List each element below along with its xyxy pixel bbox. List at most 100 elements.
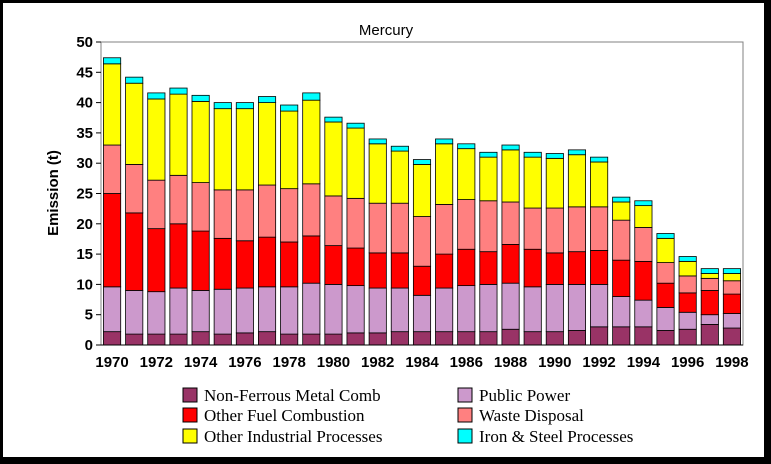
legend-label: Public Power bbox=[479, 386, 570, 405]
bar-segment-iron-steel-processes bbox=[280, 104, 299, 112]
bar-segment-other-fuel-combustion bbox=[235, 240, 254, 289]
bar-segment-waste-disposal bbox=[545, 207, 564, 254]
bar-segment-waste-disposal bbox=[390, 202, 409, 254]
bar-segment-waste-disposal bbox=[656, 262, 675, 284]
y-tick-label: 15 bbox=[76, 246, 93, 263]
bar-segment-non-ferrous-metal-comb bbox=[656, 330, 675, 346]
chart-frame: Mercury Emission (t) 0 5 10 15 20 25 30 35 40 45 5… bbox=[3, 3, 764, 457]
bar-segment-non-ferrous-metal-comb bbox=[590, 326, 609, 346]
legend-swatch bbox=[457, 407, 473, 423]
bar-segment-waste-disposal bbox=[523, 207, 542, 250]
legend-label: Non-Ferrous Metal Comb bbox=[204, 386, 381, 405]
bar-segment-other-fuel-combustion bbox=[324, 245, 343, 285]
x-tick-label: 1996 bbox=[671, 354, 704, 371]
bar-segment-iron-steel-processes bbox=[700, 268, 719, 274]
bar-segment-other-fuel-combustion bbox=[169, 223, 188, 289]
bar-segment-other-fuel-combustion bbox=[457, 248, 476, 287]
x-tick-label: 1990 bbox=[538, 354, 571, 371]
bar-segment-public-power bbox=[280, 286, 299, 335]
bar-segment-other-fuel-combustion bbox=[612, 259, 631, 297]
bar-segment-other-fuel-combustion bbox=[634, 260, 653, 301]
bar-segment-iron-steel-processes bbox=[479, 151, 498, 158]
bar-segment-other-industrial-processes bbox=[435, 143, 454, 205]
bar-segment-public-power bbox=[213, 288, 232, 335]
bar-segment-waste-disposal bbox=[590, 206, 609, 251]
bar-segment-waste-disposal bbox=[435, 204, 454, 255]
bar-segment-waste-disposal bbox=[479, 200, 498, 253]
bar-segment-non-ferrous-metal-comb bbox=[213, 333, 232, 346]
legend-label: Other Industrial Processes bbox=[204, 427, 382, 446]
bar-segment-other-industrial-processes bbox=[302, 99, 321, 185]
bar-segment-iron-steel-processes bbox=[412, 159, 432, 165]
bar-segment-other-industrial-processes bbox=[125, 82, 144, 165]
bar-segment-other-fuel-combustion bbox=[280, 241, 299, 288]
bar-segment-waste-disposal bbox=[103, 144, 122, 194]
bar-segment-other-industrial-processes bbox=[103, 63, 122, 146]
bar-segment-other-fuel-combustion bbox=[678, 292, 697, 313]
bar-segment-other-fuel-combustion bbox=[346, 247, 365, 287]
bar-segment-non-ferrous-metal-comb bbox=[457, 331, 476, 346]
bar-segment-iron-steel-processes bbox=[634, 200, 653, 207]
bar-segment-other-industrial-processes bbox=[191, 100, 210, 183]
bar-segment-public-power bbox=[368, 287, 387, 334]
bar-segment-non-ferrous-metal-comb bbox=[545, 331, 564, 346]
bar-segment-waste-disposal bbox=[412, 216, 432, 267]
bar-segment-other-industrial-processes bbox=[147, 98, 166, 181]
bar-segment-other-industrial-processes bbox=[545, 157, 564, 209]
bar-segment-other-industrial-processes bbox=[590, 161, 609, 208]
bar-segment-waste-disposal bbox=[257, 184, 277, 238]
bar-segment-iron-steel-processes bbox=[302, 92, 321, 101]
legend-label: Iron & Steel Processes bbox=[479, 427, 633, 446]
bar-segment-non-ferrous-metal-comb bbox=[501, 328, 520, 346]
bar-segment-other-fuel-combustion bbox=[147, 228, 166, 293]
bar-segment-other-industrial-processes bbox=[612, 201, 631, 221]
bar-segment-public-power bbox=[523, 286, 542, 333]
plot-area: 0 5 10 15 20 25 30 35 40 45 50 1970 1972 1974 1976 1978… bbox=[76, 34, 748, 371]
bar-segment-public-power bbox=[590, 283, 609, 328]
bar-segment-other-fuel-combustion bbox=[191, 230, 210, 291]
bar-segment-other-industrial-processes bbox=[169, 93, 188, 176]
bar-segment-non-ferrous-metal-comb bbox=[147, 333, 166, 346]
y-tick-label: 25 bbox=[76, 186, 93, 203]
bar-segment-waste-disposal bbox=[147, 179, 166, 230]
bar-segment-non-ferrous-metal-comb bbox=[612, 326, 631, 346]
bar-segment-waste-disposal bbox=[722, 280, 741, 295]
bar-segment-public-power bbox=[125, 290, 144, 335]
bar-segment-other-fuel-combustion bbox=[567, 251, 587, 285]
bar-segment-public-power bbox=[435, 287, 454, 333]
bar-segment-public-power bbox=[457, 285, 476, 333]
bar-segment-non-ferrous-metal-comb bbox=[235, 332, 254, 346]
bar-segment-waste-disposal bbox=[612, 219, 631, 261]
bar-segment-other-industrial-processes bbox=[213, 108, 232, 191]
y-tick-label: 10 bbox=[76, 276, 93, 293]
x-tick-label: 1998 bbox=[715, 354, 748, 371]
x-tick-label: 1984 bbox=[405, 354, 439, 371]
y-tick-label: 35 bbox=[76, 125, 93, 142]
bar-segment-other-industrial-processes bbox=[257, 102, 277, 186]
bar-segment-other-fuel-combustion bbox=[257, 236, 277, 288]
bar-segment-waste-disposal bbox=[324, 195, 343, 247]
bar-segment-non-ferrous-metal-comb bbox=[479, 331, 498, 346]
bar-segment-waste-disposal bbox=[346, 197, 365, 249]
bar-segment-public-power bbox=[302, 282, 321, 335]
bar-segment-other-fuel-combustion bbox=[213, 237, 232, 290]
bar-segment-public-power bbox=[412, 294, 432, 333]
bar-segment-iron-steel-processes bbox=[324, 116, 343, 123]
bar-segment-other-fuel-combustion bbox=[590, 250, 609, 285]
x-tick-label: 1972 bbox=[140, 354, 173, 371]
bar-segment-other-fuel-combustion bbox=[412, 265, 432, 296]
bar-segment-public-power bbox=[567, 283, 587, 331]
y-tick-label: 50 bbox=[76, 34, 93, 51]
bar-segment-other-industrial-processes bbox=[479, 156, 498, 202]
bar-segment-iron-steel-processes bbox=[257, 96, 277, 104]
bar-segment-public-power bbox=[235, 287, 254, 334]
bar-segment-public-power bbox=[257, 286, 277, 333]
bar-segment-public-power bbox=[479, 283, 498, 333]
y-tick-label: 5 bbox=[85, 307, 93, 324]
bar-segment-other-industrial-processes bbox=[656, 237, 675, 263]
chart-title: Mercury bbox=[359, 22, 414, 39]
bar-segment-waste-disposal bbox=[457, 199, 476, 250]
bar-segment-public-power bbox=[612, 296, 631, 328]
bar-segment-other-fuel-combustion bbox=[103, 193, 122, 288]
bar-segment-public-power bbox=[678, 311, 697, 330]
